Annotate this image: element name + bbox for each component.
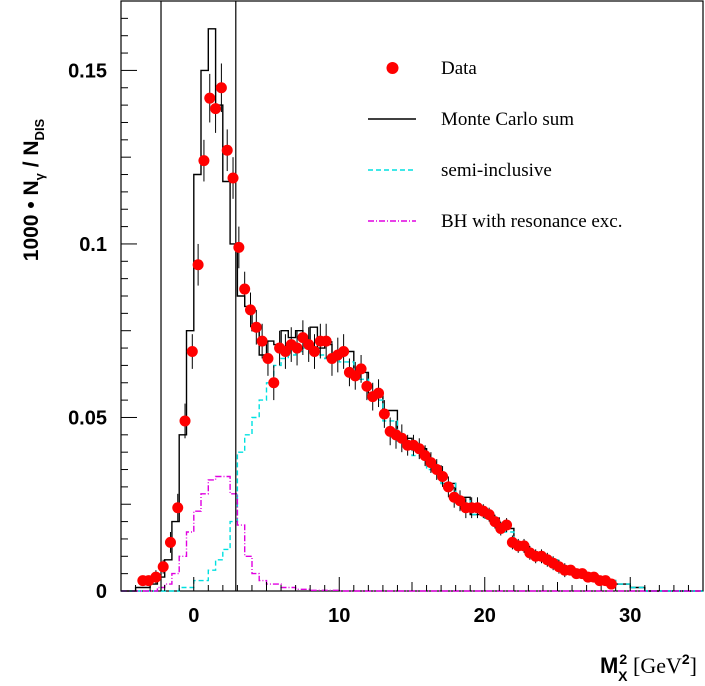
x-tick-label: 30 bbox=[619, 605, 641, 627]
data-point bbox=[256, 335, 268, 347]
data-point bbox=[361, 380, 373, 392]
x-axis-title-units-open: [GeV bbox=[628, 653, 682, 678]
data-point bbox=[233, 241, 245, 253]
x-axis-title: M2 X [GeV2] bbox=[600, 651, 697, 684]
x-axis-title-units-close: ] bbox=[690, 653, 697, 678]
y-axis-title-mid: / N bbox=[20, 140, 43, 173]
data-point bbox=[157, 561, 169, 573]
data-point bbox=[221, 144, 233, 156]
data-points bbox=[137, 63, 617, 590]
data-point bbox=[250, 321, 262, 333]
data-point bbox=[378, 408, 390, 420]
data-point bbox=[186, 346, 198, 358]
y-axis-title-sub2: DIS bbox=[32, 118, 47, 140]
data-point bbox=[262, 352, 274, 364]
series-bh-with-resonance-exc bbox=[121, 475, 703, 592]
data-point bbox=[373, 387, 385, 399]
y-axis-title-sub1: γ bbox=[32, 172, 47, 180]
data-point bbox=[164, 536, 176, 548]
data-point bbox=[355, 363, 367, 375]
data-point bbox=[309, 346, 321, 358]
curves bbox=[121, 28, 703, 592]
x-axis-title-sup: 2 bbox=[619, 651, 627, 667]
x-tick-label: 20 bbox=[474, 605, 496, 627]
x-axis-title-sub: X bbox=[618, 668, 628, 684]
data-point bbox=[244, 304, 256, 316]
plot-frame bbox=[120, 0, 704, 592]
data-point bbox=[437, 470, 449, 482]
legend-label-data: Data bbox=[441, 58, 477, 79]
legend-marker-data bbox=[386, 62, 399, 74]
y-axis-title: 1000 • Nγ / NDIS bbox=[20, 118, 47, 261]
data-point bbox=[605, 578, 617, 590]
cut-lines bbox=[160, 1, 237, 591]
series-monte-carlo-sum bbox=[121, 28, 703, 592]
data-point bbox=[239, 283, 251, 295]
legend-label-bh-with-resonance-exc: BH with resonance exc. bbox=[441, 211, 623, 232]
y-tick-label: 0.05 bbox=[68, 407, 107, 429]
y-tick-label: 0 bbox=[96, 581, 107, 603]
y-tick-label: 0.15 bbox=[68, 60, 107, 82]
data-point bbox=[268, 377, 280, 389]
x-tick-label: 0 bbox=[188, 605, 199, 627]
legend-label-semi-inclusive: semi-inclusive bbox=[441, 160, 552, 181]
data-point bbox=[320, 335, 332, 347]
data-point bbox=[338, 346, 350, 358]
data-point bbox=[204, 92, 216, 104]
x-axis-title-base: M bbox=[600, 653, 618, 678]
data-point bbox=[150, 571, 162, 583]
y-tick-label: 0.1 bbox=[79, 234, 107, 256]
data-point bbox=[192, 259, 204, 271]
data-point bbox=[291, 342, 303, 354]
x-axis-title-units-sup: 2 bbox=[682, 651, 690, 667]
legend: Data Monte Carlo sum semi-inclusive BH with… bbox=[368, 58, 623, 232]
data-point bbox=[501, 519, 513, 531]
data-point bbox=[172, 502, 184, 514]
data-point bbox=[442, 481, 454, 493]
y-axis-title-prefix: 1000 • N bbox=[20, 180, 43, 261]
data-point bbox=[227, 172, 239, 184]
legend-label-monte-carlo-sum: Monte Carlo sum bbox=[441, 109, 574, 130]
series-semi-inclusive bbox=[121, 347, 703, 592]
data-point bbox=[198, 155, 210, 167]
data-point bbox=[179, 415, 191, 427]
data-point bbox=[215, 82, 227, 94]
data-point bbox=[210, 103, 222, 115]
axis-ticks: 0 10 20 30 0 0.05 0.1 0.15 bbox=[68, 0, 704, 627]
x-tick-label: 10 bbox=[328, 605, 350, 627]
